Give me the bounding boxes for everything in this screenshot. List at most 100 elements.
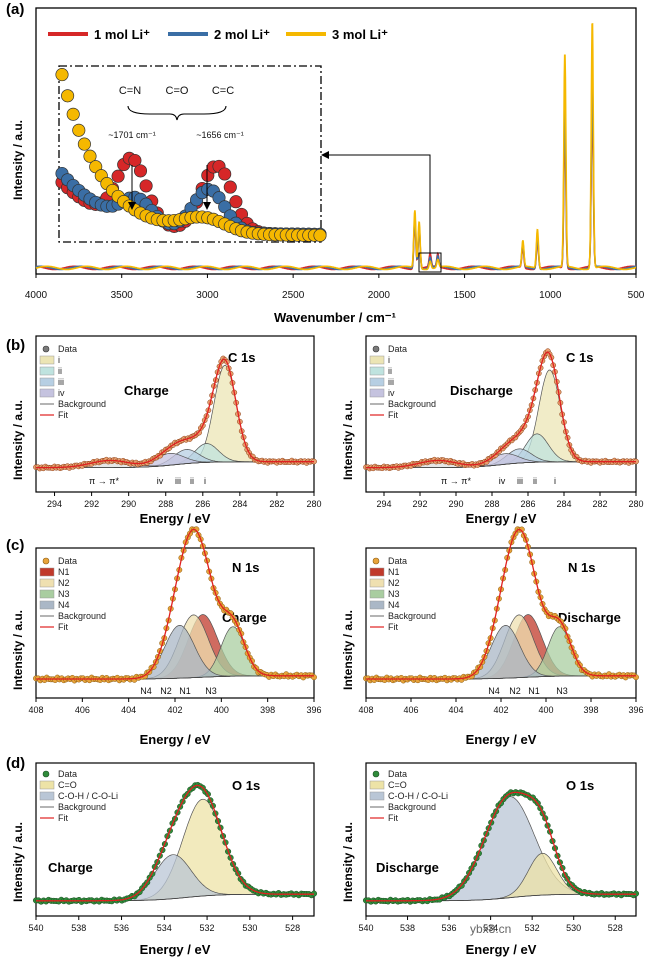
inset-peak-right: ~1656 cm⁻¹ — [196, 130, 244, 140]
panel-b-charge-plot: 294 292 290 288 286 284 282 280 — [33, 355, 322, 509]
panel-c-charge: Intensity / a.u. Energy / eV N 1s Charge… — [11, 526, 322, 747]
legend-marker-data — [372, 557, 380, 565]
panel-b-charge-legend: Data i ii iii iv Background Fit — [39, 344, 106, 420]
panel-c-charge-ylabel: Intensity / a.u. — [11, 610, 25, 690]
x-tick-label-400: 400 — [538, 705, 553, 715]
panel-c-discharge-plot: 408 406 404 402 400 398 396 — [358, 526, 644, 715]
x-tick-label-286: 286 — [195, 499, 210, 509]
peak-label-iii: iii — [517, 476, 523, 486]
peak-label-n4: N4 — [488, 686, 500, 696]
x-tick-label-284: 284 — [556, 499, 571, 509]
legend-fit: Fit — [388, 622, 398, 632]
panel-d-discharge-plot: 540 538 536 534 532 530 528 — [358, 789, 640, 933]
panel-b: (b) Intensity / a.u. Energy / eV C 1s Ch… — [6, 335, 644, 526]
legend-coh: C-O-H / C-O-Li — [388, 791, 448, 801]
legend-data: Data — [388, 344, 407, 354]
panel-a-inset: C=N C=O C=C ~1701 cm⁻¹ ~1656 cm⁻¹ — [55, 65, 327, 243]
panel-c-charge-title: N 1s — [232, 560, 259, 575]
panel-a: (a) Intensity / a.u. Wavenumber / cm⁻¹ 4… — [6, 1, 645, 325]
panel-d-charge: Intensity / a.u. Energy / eV O 1s Charge… — [11, 762, 318, 957]
legend-marker-data — [372, 345, 380, 353]
x-tick-label-2500: 2500 — [282, 290, 305, 301]
fit-line — [36, 528, 314, 680]
legend-fit: Fit — [388, 410, 398, 420]
legend-n3: N3 — [388, 589, 400, 599]
legend-swatch-n4 — [369, 600, 385, 610]
legend-i: i — [58, 355, 60, 365]
x-tick-label-532: 532 — [525, 923, 540, 933]
x-tick-label-3000: 3000 — [196, 290, 219, 301]
inset-frame — [58, 65, 322, 243]
legend-swatch-iv — [369, 388, 385, 398]
inset-points-3mol — [77, 137, 91, 151]
legend-swatch-i — [369, 355, 385, 365]
inset-brace — [127, 105, 227, 121]
x-tick-label-2000: 2000 — [368, 290, 391, 301]
legend-co: C=O — [388, 780, 407, 790]
legend-swatch-n2 — [369, 578, 385, 588]
x-tick-label-540: 540 — [358, 923, 373, 933]
legend-background: Background — [58, 611, 106, 621]
panel-b-charge-frame — [35, 335, 315, 493]
x-tick-label-398: 398 — [260, 705, 275, 715]
legend-fit: Fit — [58, 622, 68, 632]
peak-label-n3: N3 — [205, 686, 217, 696]
x-tick-label-3500: 3500 — [111, 290, 134, 301]
panel-d-charge-title: O 1s — [232, 778, 260, 793]
legend-2mol: 2 mol Li⁺ — [214, 27, 270, 42]
zoom-arrowhead — [321, 151, 329, 159]
legend-marker-data — [372, 770, 380, 778]
panel-a-ticks: 4000 3500 3000 2500 2000 1500 1000 500 — [25, 274, 645, 301]
inset-points-3mol — [61, 89, 75, 103]
x-tick-label-402: 402 — [167, 705, 182, 715]
panel-c-discharge-legend: Data N1 N2 N3 N4 Background Fit — [369, 556, 436, 632]
legend-1mol: 1 mol Li⁺ — [94, 27, 150, 42]
legend-3mol: 3 mol Li⁺ — [332, 27, 388, 42]
panel-b-charge-xlabel: Energy / eV — [140, 511, 211, 526]
panel-b-charge-ylabel: Intensity / a.u. — [11, 400, 25, 480]
x-tick-label-4000: 4000 — [25, 290, 48, 301]
legend-swatch-coh — [369, 791, 385, 801]
peak-label-pipi: π → π* — [89, 476, 119, 486]
panel-d-charge-frame — [35, 762, 315, 917]
panel-c: (c) Intensity / a.u. Energy / eV N 1s Ch… — [6, 526, 644, 747]
legend-data: Data — [388, 769, 407, 779]
peak-label-iii: iii — [175, 476, 181, 486]
panel-d-label: (d) — [6, 755, 25, 772]
legend-background: Background — [58, 399, 106, 409]
inset-points-3mol — [66, 107, 80, 121]
inset-points-1mol — [218, 167, 232, 181]
legend-swatch-ii — [39, 366, 55, 376]
panel-b-discharge-title: C 1s — [566, 350, 593, 365]
panel-b-discharge-ylabel: Intensity / a.u. — [341, 400, 355, 480]
inset-data-points — [55, 68, 327, 242]
panel-d-discharge-state: Discharge — [376, 860, 439, 875]
legend-data: Data — [58, 769, 77, 779]
x-tick-label-528: 528 — [608, 923, 623, 933]
x-tick-label-528: 528 — [285, 923, 300, 933]
inset-points-3mol — [55, 68, 69, 82]
x-tick-label-530: 530 — [242, 923, 257, 933]
peak-label-n1: N1 — [179, 686, 191, 696]
x-tick-label-398: 398 — [583, 705, 598, 715]
x-tick-label-294: 294 — [376, 499, 391, 509]
series-line-3mol — [35, 22, 636, 271]
panel-b-discharge-state: Discharge — [450, 383, 513, 398]
legend-background: Background — [58, 802, 106, 812]
panel-b-charge-title: C 1s — [228, 350, 255, 365]
legend-i: i — [388, 355, 390, 365]
legend-data: Data — [388, 556, 407, 566]
inset-points-3mol — [72, 123, 86, 137]
legend-background: Background — [388, 802, 436, 812]
legend-swatch-co — [39, 780, 55, 790]
x-tick-label-408: 408 — [358, 705, 373, 715]
legend-iv: iv — [58, 388, 65, 398]
legend-co: C=O — [58, 780, 77, 790]
series-line-1mol — [36, 103, 637, 271]
panel-d-charge-ylabel: Intensity / a.u. — [11, 822, 25, 902]
x-tick-label-396: 396 — [628, 705, 643, 715]
panel-b-discharge-legend: Data i ii iii iv Background Fit — [369, 344, 436, 420]
x-tick-label-532: 532 — [200, 923, 215, 933]
x-tick-label-396: 396 — [306, 705, 321, 715]
legend-swatch-n1 — [369, 567, 385, 577]
